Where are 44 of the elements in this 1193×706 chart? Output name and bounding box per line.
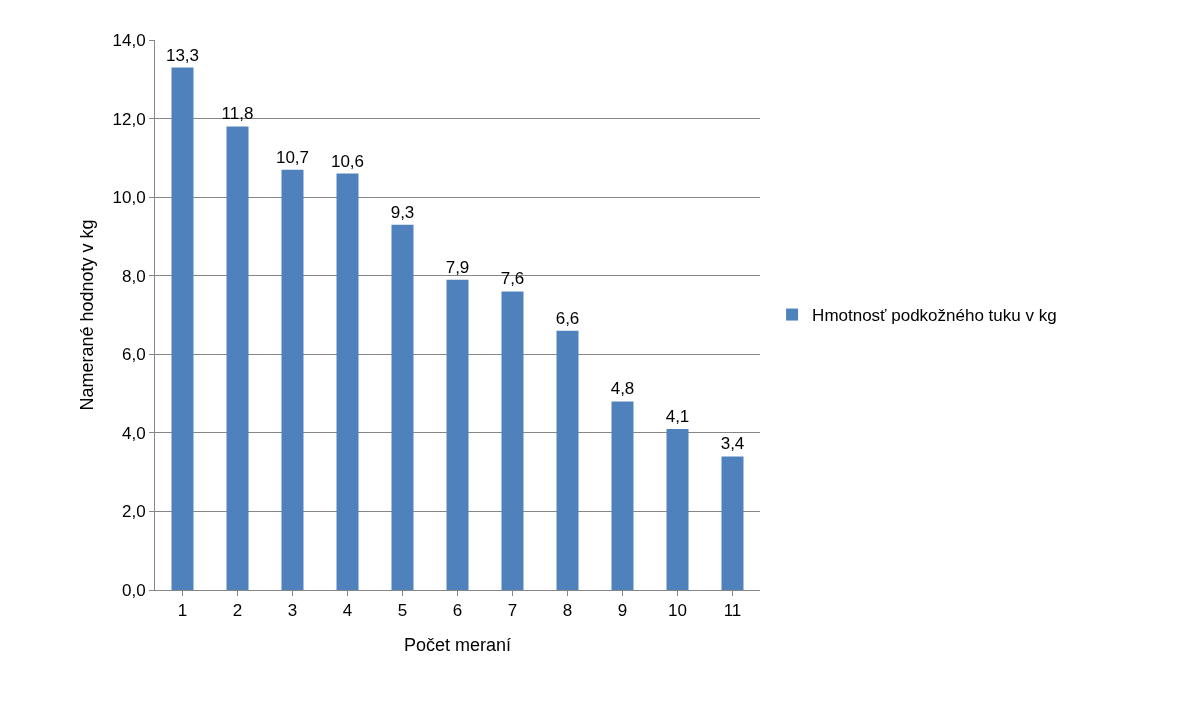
y-tick-label: 0,0 (121, 580, 146, 600)
x-tick-label: 2 (232, 601, 243, 621)
bar (611, 401, 634, 590)
data-label: 9,3 (390, 202, 415, 222)
y-tick-label: 10,0 (112, 188, 146, 208)
data-label: 10,7 (275, 147, 310, 167)
y-tick-label: 8,0 (121, 266, 146, 286)
y-tick-label: 4,0 (121, 423, 146, 443)
bar (501, 291, 524, 590)
data-label: 4,1 (665, 406, 690, 426)
y-tick-label: 12,0 (112, 109, 146, 129)
bar (721, 456, 744, 590)
bar (226, 126, 249, 590)
legend-label: Hmotnosť podkožného tuku v kg (812, 306, 1057, 326)
x-axis-title: Počet meraní (403, 634, 512, 655)
y-tick-label: 2,0 (121, 502, 146, 522)
y-tick-label: 14,0 (112, 30, 146, 50)
data-label: 6,6 (555, 308, 580, 328)
x-tick-label: 3 (287, 601, 298, 621)
x-tick-label: 1 (177, 601, 188, 621)
data-label: 10,6 (330, 151, 365, 171)
bar (391, 224, 414, 590)
bar (336, 173, 359, 590)
bar (446, 279, 469, 590)
bar (556, 330, 579, 590)
bar (171, 67, 194, 590)
y-tick-label: 6,0 (121, 345, 146, 365)
x-tick-label: 6 (452, 601, 463, 621)
bar (666, 428, 689, 590)
data-label: 3,4 (720, 434, 745, 454)
data-label: 7,6 (500, 269, 525, 289)
bar (281, 169, 304, 590)
x-tick-label: 5 (397, 601, 408, 621)
x-tick-label: 9 (617, 601, 628, 621)
data-label: 7,9 (445, 257, 470, 277)
x-tick-label: 4 (342, 601, 353, 621)
x-tick-label: 10 (668, 601, 687, 621)
x-tick-label: 7 (507, 601, 518, 621)
data-label: 11,8 (221, 104, 254, 124)
x-tick-label: 8 (562, 601, 573, 621)
data-label: 13,3 (165, 45, 200, 65)
x-tick-label: 11 (723, 601, 742, 621)
data-label: 4,8 (610, 379, 635, 399)
y-axis-title: Namerané hodnoty v kg (76, 219, 97, 411)
